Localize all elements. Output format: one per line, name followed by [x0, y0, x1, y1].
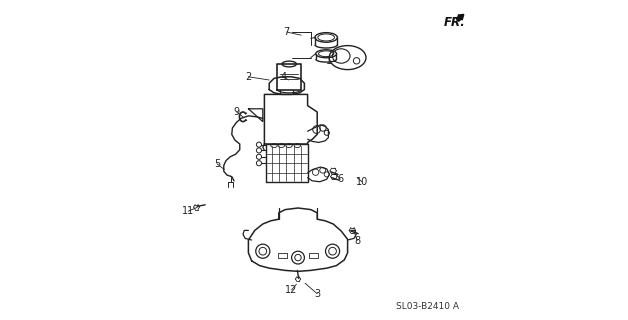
- Text: 3: 3: [314, 289, 320, 299]
- Text: SL03-B2410 A: SL03-B2410 A: [396, 302, 459, 311]
- Text: 11: 11: [182, 206, 194, 216]
- Text: FR.: FR.: [443, 16, 465, 29]
- Text: 9: 9: [234, 107, 240, 117]
- Text: 8: 8: [354, 236, 360, 246]
- Text: 4: 4: [281, 72, 286, 82]
- Bar: [309, 253, 318, 258]
- Bar: [278, 253, 287, 258]
- Text: 10: 10: [356, 177, 368, 187]
- Text: 2: 2: [246, 72, 252, 82]
- Text: 1: 1: [327, 56, 332, 66]
- Text: 5: 5: [214, 159, 220, 169]
- FancyArrow shape: [456, 14, 463, 21]
- Text: 12: 12: [285, 285, 298, 295]
- Text: 6: 6: [337, 174, 344, 184]
- Text: 7: 7: [284, 27, 290, 37]
